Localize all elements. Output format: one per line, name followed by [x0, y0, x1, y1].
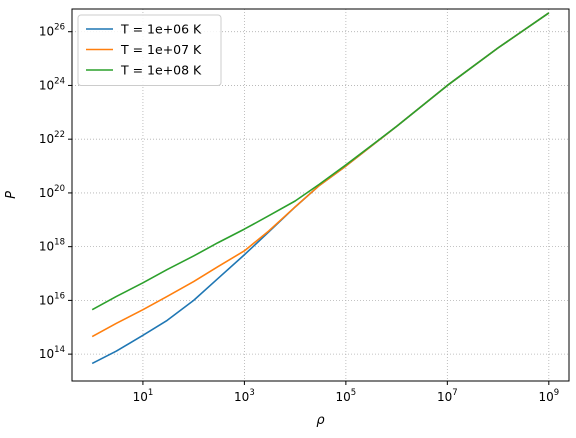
x-tick-label-base: 10	[234, 390, 249, 404]
y-axis-label: P	[4, 191, 19, 199]
x-tick-label-exponent: 5	[351, 388, 356, 398]
y-tick-label: 1018	[39, 238, 65, 254]
legend-label: T = 1e+07 K	[120, 42, 202, 57]
y-tick-label-exponent: 20	[54, 184, 65, 194]
x-tick-label-exponent: 9	[554, 388, 559, 398]
y-tick-label-base: 10	[39, 78, 54, 92]
x-tick-label-base: 10	[336, 390, 351, 404]
legend-label: T = 1e+06 K	[120, 22, 202, 37]
y-tick-label-exponent: 24	[54, 76, 65, 86]
y-tick-label: 1014	[39, 345, 65, 361]
y-tick-label: 1020	[39, 184, 65, 200]
y-tick-label-base: 10	[39, 132, 54, 146]
y-tick-label-exponent: 18	[54, 238, 65, 248]
x-tick-label-exponent: 1	[148, 388, 153, 398]
y-tick-label-exponent: 26	[54, 23, 65, 33]
plot-frame	[71, 8, 570, 382]
y-tick-label-base: 10	[39, 25, 54, 39]
x-tick-label: 107	[437, 388, 458, 404]
x-axis-label: ρ	[316, 413, 325, 428]
y-tick-label-base: 10	[39, 293, 54, 307]
x-tick-label-base: 10	[133, 390, 148, 404]
y-tick-label-base: 10	[39, 347, 54, 361]
y-tick-label: 1026	[39, 23, 65, 39]
y-tick-label-exponent: 16	[54, 291, 65, 301]
x-tick-label-base: 10	[437, 390, 452, 404]
x-tick-label-exponent: 7	[452, 388, 457, 398]
y-tick-label: 1024	[39, 76, 65, 92]
y-tick-label: 1022	[39, 130, 65, 146]
y-tick-label-base: 10	[39, 186, 54, 200]
legend: T = 1e+06 K T = 1e+07 K T = 1e+08 K	[77, 14, 222, 86]
y-tick-label-base: 10	[39, 240, 54, 254]
legend-box	[77, 14, 222, 86]
x-tick-label-exponent: 3	[249, 388, 254, 398]
grid	[72, 9, 569, 381]
x-tick-label: 109	[538, 388, 559, 404]
series-lines	[91, 12, 550, 365]
y-tick-label-exponent: 22	[54, 130, 65, 140]
y-tick-label: 1016	[39, 291, 65, 307]
x-tick-label-base: 10	[538, 390, 553, 404]
axis-ticks: 101 103 105 107 1091014101610181020102210241…	[39, 23, 559, 404]
series-line-2	[91, 12, 550, 311]
legend-label: T = 1e+08 K	[120, 63, 202, 78]
x-tick-label: 103	[234, 388, 255, 404]
x-tick-label: 101	[133, 388, 154, 404]
x-tick-label: 105	[336, 388, 357, 404]
y-tick-label-exponent: 14	[54, 345, 65, 355]
